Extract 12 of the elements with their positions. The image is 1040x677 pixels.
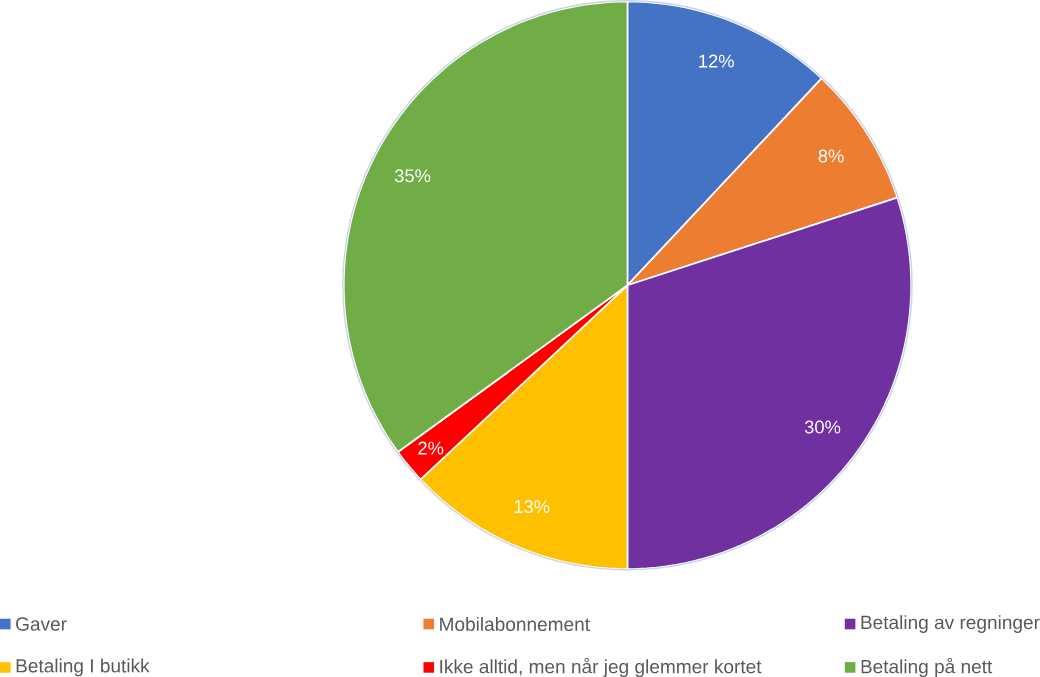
legend-label: Ikke alltid, men når jeg glemmer kortet [440, 657, 762, 677]
legend-label: Betaling I butikk [16, 658, 150, 677]
data-label: 35% [394, 169, 431, 183]
data-label: 12% [699, 54, 734, 68]
data-label: 2% [418, 441, 444, 455]
legend-label: Betaling av regninger [861, 615, 1040, 633]
data-label: 30% [804, 420, 841, 434]
data-label: 8% [818, 149, 844, 163]
data-label: 13% [514, 500, 550, 514]
legend-label: Mobilabonnement [440, 616, 590, 631]
legend-label: Gaver [16, 617, 67, 631]
legend-label: Betaling på nett [861, 657, 993, 677]
